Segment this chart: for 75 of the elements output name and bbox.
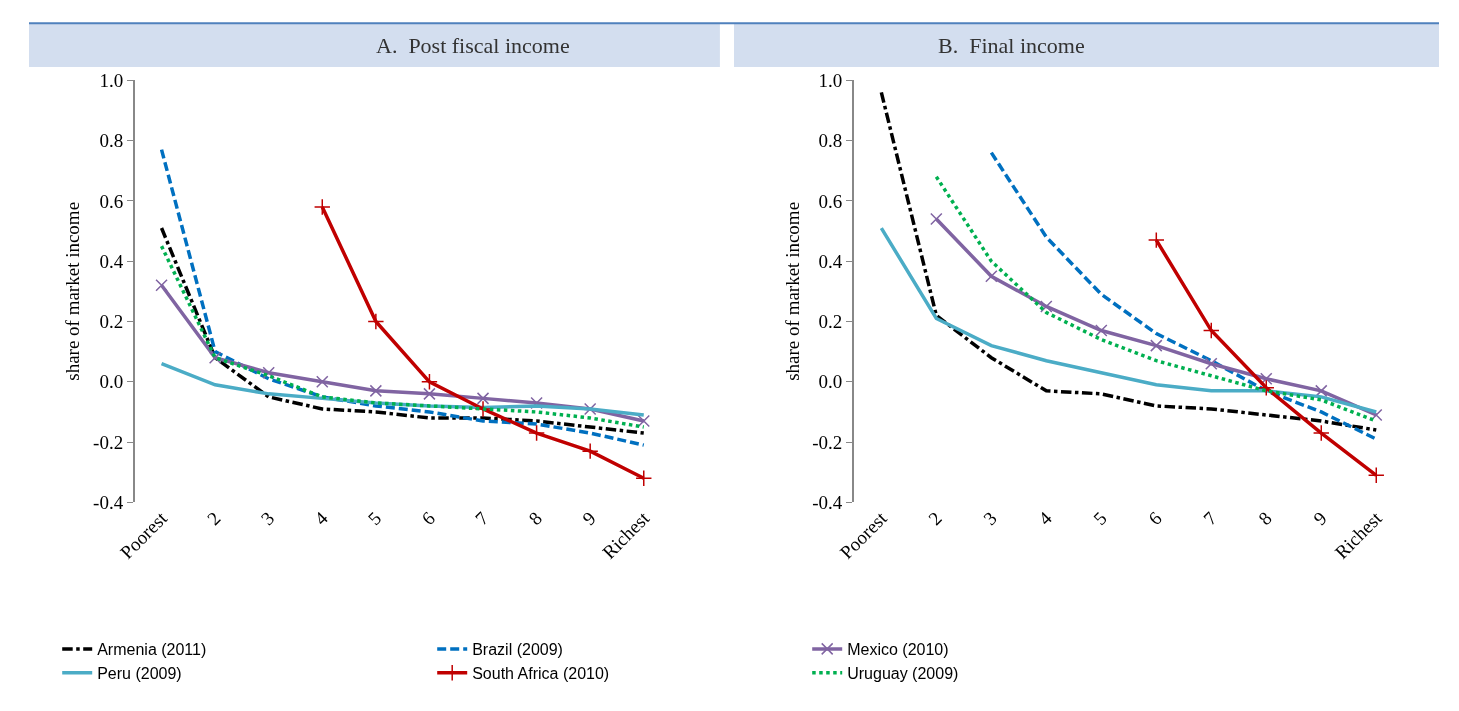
y-tick-label: 0.4	[99, 250, 124, 272]
point	[474, 400, 492, 418]
legend-label: South Africa (2010)	[472, 664, 610, 682]
chart-title: A. Post fiscal income	[376, 33, 570, 58]
y-axis-title: share of market income	[781, 201, 803, 381]
point	[930, 212, 943, 226]
x-tick-label: 5	[1089, 507, 1111, 530]
point	[369, 384, 383, 398]
y-tick-label: 0.2	[818, 311, 843, 333]
x-tick-label: 7	[1199, 507, 1221, 530]
point	[530, 396, 543, 410]
chart-title: B. Final income	[938, 33, 1085, 58]
line-series	[879, 226, 1379, 414]
legend-label: Brazil (2009)	[472, 641, 563, 659]
y-tick-label: 0.0	[818, 371, 843, 393]
x-tick-label: 8	[1254, 507, 1276, 530]
point	[1315, 384, 1328, 398]
point	[1257, 379, 1275, 397]
x-tick-label: 6	[417, 507, 439, 530]
point	[583, 402, 597, 416]
x-tick-label: 9	[578, 507, 600, 530]
point	[420, 373, 438, 391]
y-tick-label: 1.0	[818, 69, 843, 91]
line-series	[159, 147, 646, 447]
point	[528, 424, 546, 442]
y-tick-label: 0.0	[99, 371, 124, 393]
x-tick-label: 5	[363, 507, 386, 530]
legend-label: Armenia (2011)	[97, 641, 207, 659]
x-tick-label: 9	[1309, 507, 1331, 530]
point	[637, 414, 651, 428]
y-tick-label: 0.8	[99, 130, 124, 152]
point	[1312, 424, 1330, 442]
point	[1202, 322, 1220, 339]
point	[1095, 324, 1108, 337]
point	[1205, 357, 1218, 370]
x-tick-label: 4	[1034, 507, 1057, 530]
y-tick-label: 0.6	[818, 190, 843, 212]
legend-label: Uruguay (2009)	[847, 664, 959, 682]
point	[316, 375, 329, 389]
point	[1150, 339, 1163, 352]
point	[155, 279, 168, 292]
point	[581, 442, 599, 460]
y-tick-label: -0.4	[812, 492, 843, 514]
point	[1367, 466, 1385, 484]
point	[262, 366, 275, 380]
y-tick-label: -0.2	[93, 431, 124, 453]
x-tick-label: 3	[256, 507, 279, 530]
x-tick-label: 6	[1144, 507, 1166, 530]
y-tick-label: 0.6	[99, 190, 124, 212]
point	[367, 313, 385, 330]
y-tick-label: -0.4	[93, 492, 124, 514]
y-tick-label: 0.2	[99, 311, 124, 333]
point	[1260, 372, 1273, 386]
x-tick-label: 2	[203, 507, 225, 530]
y-tick-label: 0.8	[818, 130, 843, 152]
point	[1147, 231, 1165, 249]
x-tick-label: 8	[524, 507, 547, 530]
x-tick-label: 3	[979, 507, 1001, 530]
y-tick-label: 1.0	[99, 69, 124, 91]
y-axis-title: share of market income	[62, 201, 84, 381]
point	[208, 351, 222, 364]
x-tick-label: 7	[471, 507, 493, 530]
y-tick-label: -0.2	[812, 431, 843, 453]
x-tick-label: 4	[310, 507, 333, 530]
point	[423, 387, 436, 401]
point	[635, 469, 653, 487]
legend-label: Peru (2009)	[97, 664, 182, 682]
legend-label: Mexico (2010)	[847, 641, 949, 659]
point	[1040, 300, 1053, 313]
point	[476, 392, 490, 405]
y-tick-label: 0.4	[818, 250, 843, 272]
line-series	[879, 90, 1379, 432]
point	[313, 198, 331, 216]
point	[985, 270, 998, 283]
x-tick-label: 2	[924, 507, 946, 530]
